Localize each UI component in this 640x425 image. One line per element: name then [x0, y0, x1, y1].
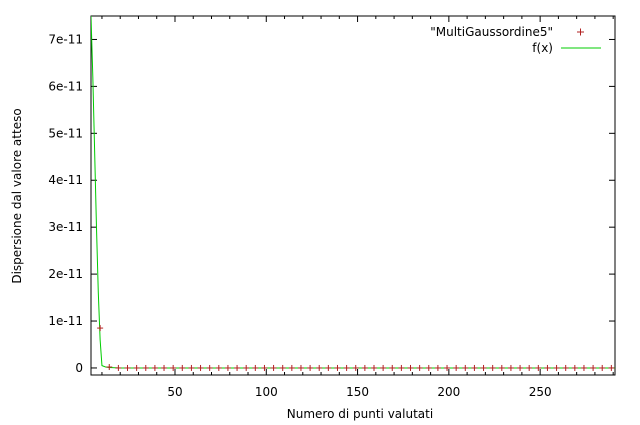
legend-marker-multigauss	[577, 28, 584, 36]
data-point	[224, 364, 231, 371]
data-point	[106, 364, 113, 371]
data-point	[498, 364, 505, 371]
data-point	[434, 364, 441, 371]
x-tick-label: 50	[167, 385, 182, 399]
data-point	[297, 364, 304, 371]
data-point	[234, 364, 241, 371]
y-tick-label: 2e-11	[48, 267, 83, 281]
legend-label-fx: f(x)	[532, 41, 553, 55]
y-tick-label: 0	[75, 361, 83, 375]
data-point	[507, 364, 514, 371]
data-point	[407, 364, 414, 371]
data-point	[161, 364, 168, 371]
data-point	[179, 364, 186, 371]
data-point	[580, 364, 587, 371]
data-point	[215, 364, 222, 371]
x-axis-label: Numero di punti valutati	[287, 407, 433, 421]
data-point	[398, 364, 405, 371]
data-point	[197, 364, 204, 371]
data-point	[97, 325, 104, 332]
y-tick-label: 3e-11	[48, 220, 83, 234]
data-point	[599, 364, 606, 371]
series-line-f-x	[91, 16, 615, 369]
data-point	[544, 364, 551, 371]
data-point	[270, 364, 277, 371]
data-point	[517, 364, 524, 371]
data-point	[316, 364, 323, 371]
x-tick-label: 250	[529, 385, 552, 399]
x-tick-label: 150	[346, 385, 369, 399]
data-point	[453, 364, 460, 371]
data-point	[206, 364, 213, 371]
y-axis-label: Dispersione dal valore atteso	[10, 108, 24, 283]
data-point	[571, 364, 578, 371]
series-layer	[91, 16, 615, 371]
data-point	[288, 364, 295, 371]
legend-label-multigauss: "MultiGaussordine5"	[430, 25, 553, 39]
y-tick-label: 7e-11	[48, 32, 83, 46]
data-point	[124, 364, 131, 371]
data-point	[133, 364, 140, 371]
data-point	[370, 364, 377, 371]
data-point	[553, 364, 560, 371]
y-tick-label: 1e-11	[48, 314, 83, 328]
x-tick-label: 100	[255, 385, 278, 399]
plot-frame	[90, 15, 616, 376]
data-point	[416, 364, 423, 371]
data-point	[243, 364, 250, 371]
ticks-layer: 0 1e-11 2e-11 3e-11 4e-11 5e-11 6e-11 7e-11 50 10…	[48, 16, 615, 399]
data-point	[562, 364, 569, 371]
legend: "MultiGaussordine5" f(x)	[430, 25, 601, 55]
data-point	[151, 364, 158, 371]
y-tick-label: 6e-11	[48, 79, 83, 93]
data-point	[307, 364, 314, 371]
data-point	[361, 364, 368, 371]
data-point	[590, 364, 597, 371]
data-point	[389, 364, 396, 371]
data-point	[325, 364, 332, 371]
data-point	[380, 364, 387, 371]
data-point	[188, 364, 195, 371]
data-point	[471, 364, 478, 371]
data-point	[489, 364, 496, 371]
data-point	[425, 364, 432, 371]
data-point	[170, 364, 177, 371]
data-point	[279, 364, 286, 371]
data-point	[261, 364, 268, 371]
data-point	[526, 364, 533, 371]
data-point	[352, 364, 359, 371]
y-tick-label: 4e-11	[48, 173, 83, 187]
data-point	[480, 364, 487, 371]
data-point	[462, 364, 469, 371]
data-point	[608, 364, 615, 371]
data-point	[115, 364, 122, 371]
y-tick-label: 5e-11	[48, 126, 83, 140]
data-point	[444, 364, 451, 371]
data-point	[334, 364, 341, 371]
data-point	[142, 364, 149, 371]
data-point	[252, 364, 259, 371]
x-tick-label: 200	[437, 385, 460, 399]
data-point	[535, 364, 542, 371]
data-point	[343, 364, 350, 371]
